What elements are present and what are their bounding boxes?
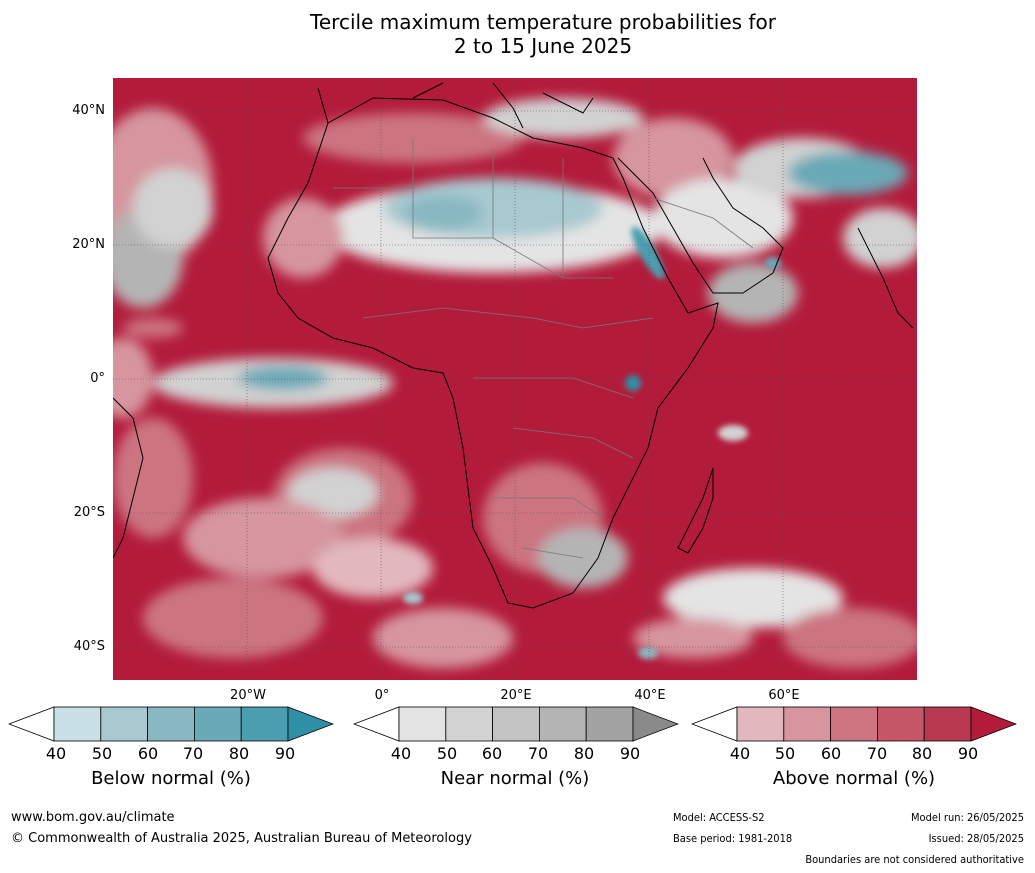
colorbar-near bbox=[353, 706, 679, 742]
africa-coastline bbox=[267, 97, 719, 609]
lat-label-20s: 20°S bbox=[73, 505, 105, 520]
footer-disclaimer: Boundaries are not considered authoritat… bbox=[805, 853, 1024, 866]
footer-copyright: © Commonwealth of Australia 2025, Austra… bbox=[11, 831, 472, 846]
footer-model-run: Model run: 26/05/2025 bbox=[911, 811, 1024, 824]
india-coastline bbox=[857, 227, 914, 329]
lon-label-0: 0° bbox=[374, 688, 390, 703]
tick: 50 bbox=[436, 744, 458, 763]
colorbar-below-label: Below normal (%) bbox=[91, 768, 251, 789]
tick: 90 bbox=[274, 744, 296, 763]
above-extend-low bbox=[691, 706, 738, 742]
footer-model: Model: ACCESS-S2 bbox=[673, 811, 765, 824]
tick: 40 bbox=[729, 744, 751, 763]
lon-label-20e: 20°E bbox=[500, 688, 532, 703]
near-color-step bbox=[538, 706, 587, 742]
near-color-step bbox=[445, 706, 494, 742]
below-color-step bbox=[53, 706, 102, 742]
near-extend-low bbox=[353, 706, 400, 742]
below-extend-low bbox=[8, 706, 55, 742]
country-borders bbox=[333, 138, 754, 559]
madagascar-coastline bbox=[677, 467, 714, 554]
probability-map bbox=[113, 78, 917, 680]
colorbar-near-label: Near normal (%) bbox=[440, 768, 590, 789]
tick: 70 bbox=[182, 744, 204, 763]
tick: 40 bbox=[45, 744, 67, 763]
arabia-coastline bbox=[617, 157, 784, 294]
footer-website: www.bom.gov.au/climate bbox=[11, 810, 175, 825]
lat-label-0: 0° bbox=[90, 371, 105, 386]
tick: 70 bbox=[866, 744, 888, 763]
lat-label-20n: 20°N bbox=[72, 237, 105, 252]
chart-title: Tercile maximum temperature probabilitie… bbox=[0, 10, 1035, 58]
south-america-coastline bbox=[113, 397, 144, 559]
map-canvas bbox=[113, 78, 917, 680]
above-color-step bbox=[736, 706, 785, 742]
colorbar-above-label: Above normal (%) bbox=[772, 768, 936, 789]
tick: 50 bbox=[91, 744, 113, 763]
near-color-step bbox=[585, 706, 634, 742]
near-extend-high bbox=[632, 706, 679, 742]
below-color-step bbox=[147, 706, 195, 742]
probability-fields bbox=[113, 98, 917, 668]
lat-label-40s: 40°S bbox=[73, 639, 105, 654]
footer-base-period: Base period: 1981-2018 bbox=[673, 832, 793, 845]
colorbar-above bbox=[691, 706, 1017, 742]
tick: 60 bbox=[820, 744, 842, 763]
tick: 60 bbox=[481, 744, 503, 763]
tick: 90 bbox=[619, 744, 641, 763]
lat-label-40n: 40°N bbox=[72, 103, 105, 118]
near-color-step bbox=[398, 706, 447, 742]
lon-label-40e: 40°E bbox=[634, 688, 666, 703]
above-extend-high bbox=[970, 706, 1017, 742]
colorbar-below bbox=[8, 706, 334, 742]
below-color-step bbox=[193, 706, 242, 742]
title-line-1: Tercile maximum temperature probabilitie… bbox=[310, 10, 776, 34]
probability-details bbox=[403, 226, 781, 659]
tick: 70 bbox=[527, 744, 549, 763]
tick: 40 bbox=[390, 744, 412, 763]
tick: 90 bbox=[957, 744, 979, 763]
tick: 60 bbox=[137, 744, 159, 763]
tick: 80 bbox=[573, 744, 595, 763]
below-color-step bbox=[100, 706, 149, 742]
tick: 80 bbox=[911, 744, 933, 763]
lon-label-60e: 60°E bbox=[768, 688, 800, 703]
title-line-2: 2 to 15 June 2025 bbox=[453, 34, 633, 58]
above-color-step bbox=[783, 706, 832, 742]
below-color-step bbox=[240, 706, 289, 742]
footer-issued: Issued: 28/05/2025 bbox=[928, 832, 1024, 845]
above-color-step bbox=[923, 706, 972, 742]
below-extend-high bbox=[287, 706, 334, 742]
tick: 50 bbox=[774, 744, 796, 763]
lon-label-20w: 20°W bbox=[230, 688, 266, 703]
near-color-step bbox=[492, 706, 540, 742]
above-color-step bbox=[830, 706, 878, 742]
tick: 80 bbox=[228, 744, 250, 763]
europe-coastline bbox=[317, 82, 594, 129]
above-color-step bbox=[876, 706, 925, 742]
